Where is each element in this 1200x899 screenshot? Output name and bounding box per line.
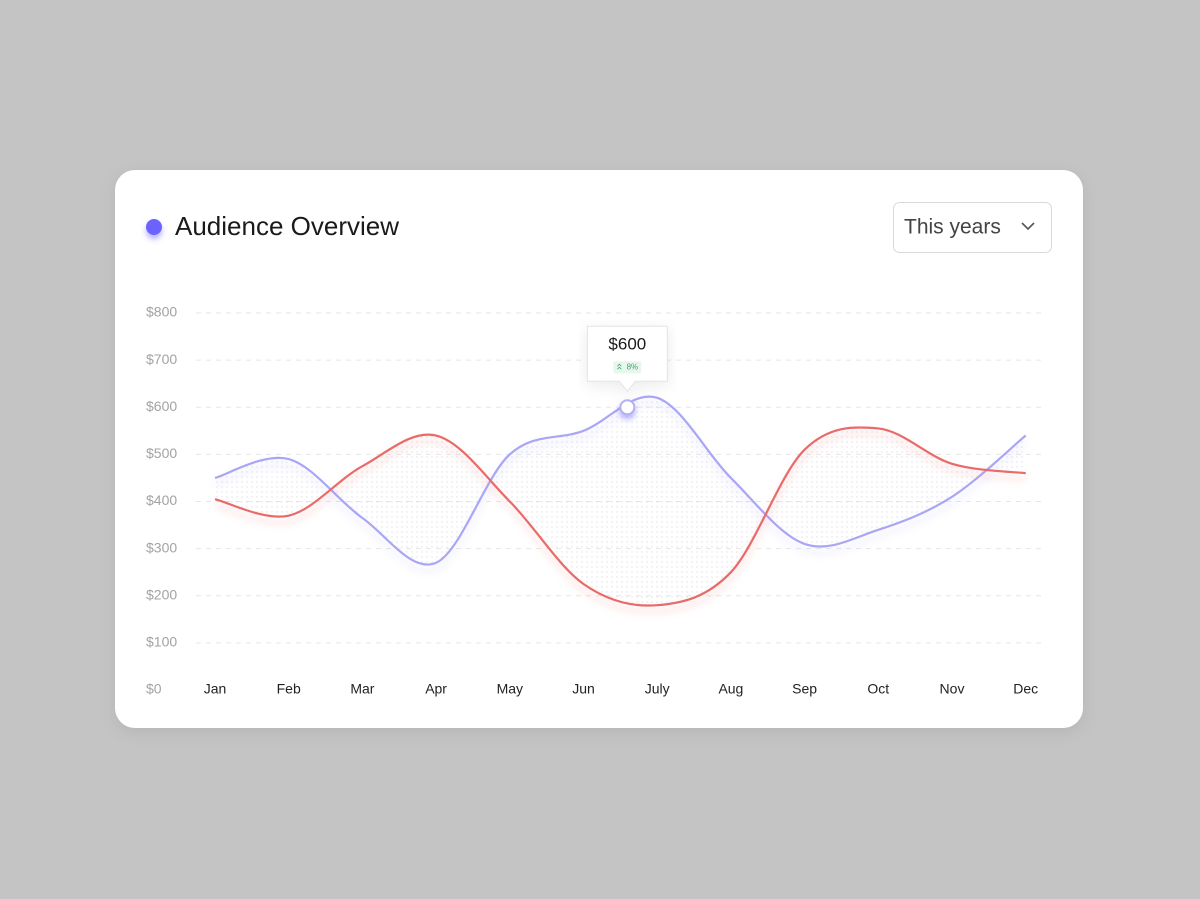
change-label: 8% [627, 362, 639, 371]
y-tick-label: $800 [146, 304, 177, 320]
x-tick-label: Feb [277, 681, 301, 697]
dropdown-label[interactable]: This years [904, 216, 1001, 239]
y-tick-label: $100 [146, 634, 177, 650]
x-tick-label: Nov [940, 681, 965, 697]
x-tick-label: Mar [350, 681, 374, 697]
y-tick-label: $0 [146, 681, 162, 697]
y-tick-label: $500 [146, 445, 177, 461]
y-tick-label: $700 [146, 351, 177, 367]
y-tick-label: $300 [146, 539, 177, 555]
tooltip-value: $600 [608, 335, 646, 354]
x-tick-label: Apr [425, 681, 447, 697]
series-line [214, 426, 1026, 607]
x-tick-label: July [645, 681, 670, 697]
title-dot [146, 219, 162, 235]
x-tick-label: Sep [792, 681, 817, 697]
series-line [214, 395, 1027, 566]
highlight-point [619, 399, 636, 416]
x-tick-label: Dec [1013, 681, 1038, 697]
x-tick-label: Jun [572, 681, 595, 697]
y-tick-label: $400 [146, 492, 177, 508]
tooltip-box [586, 325, 668, 393]
x-tick-label: Jan [204, 681, 227, 697]
period-dropdown[interactable]: This years [893, 202, 1052, 253]
change-icon [617, 363, 622, 370]
between-area [215, 396, 1026, 606]
dropdown-chevron[interactable] [1021, 222, 1035, 231]
dropdown-box[interactable] [893, 202, 1052, 253]
change-badge [613, 361, 642, 374]
y-tick-label: $600 [146, 398, 177, 414]
y-tick-label: $200 [146, 586, 177, 602]
tooltip: $600 8% [586, 325, 668, 416]
chart-title: Audience Overview [175, 211, 399, 241]
x-tick-label: May [497, 681, 523, 697]
x-tick-label: Oct [867, 681, 889, 697]
x-tick-label: Aug [718, 681, 743, 697]
